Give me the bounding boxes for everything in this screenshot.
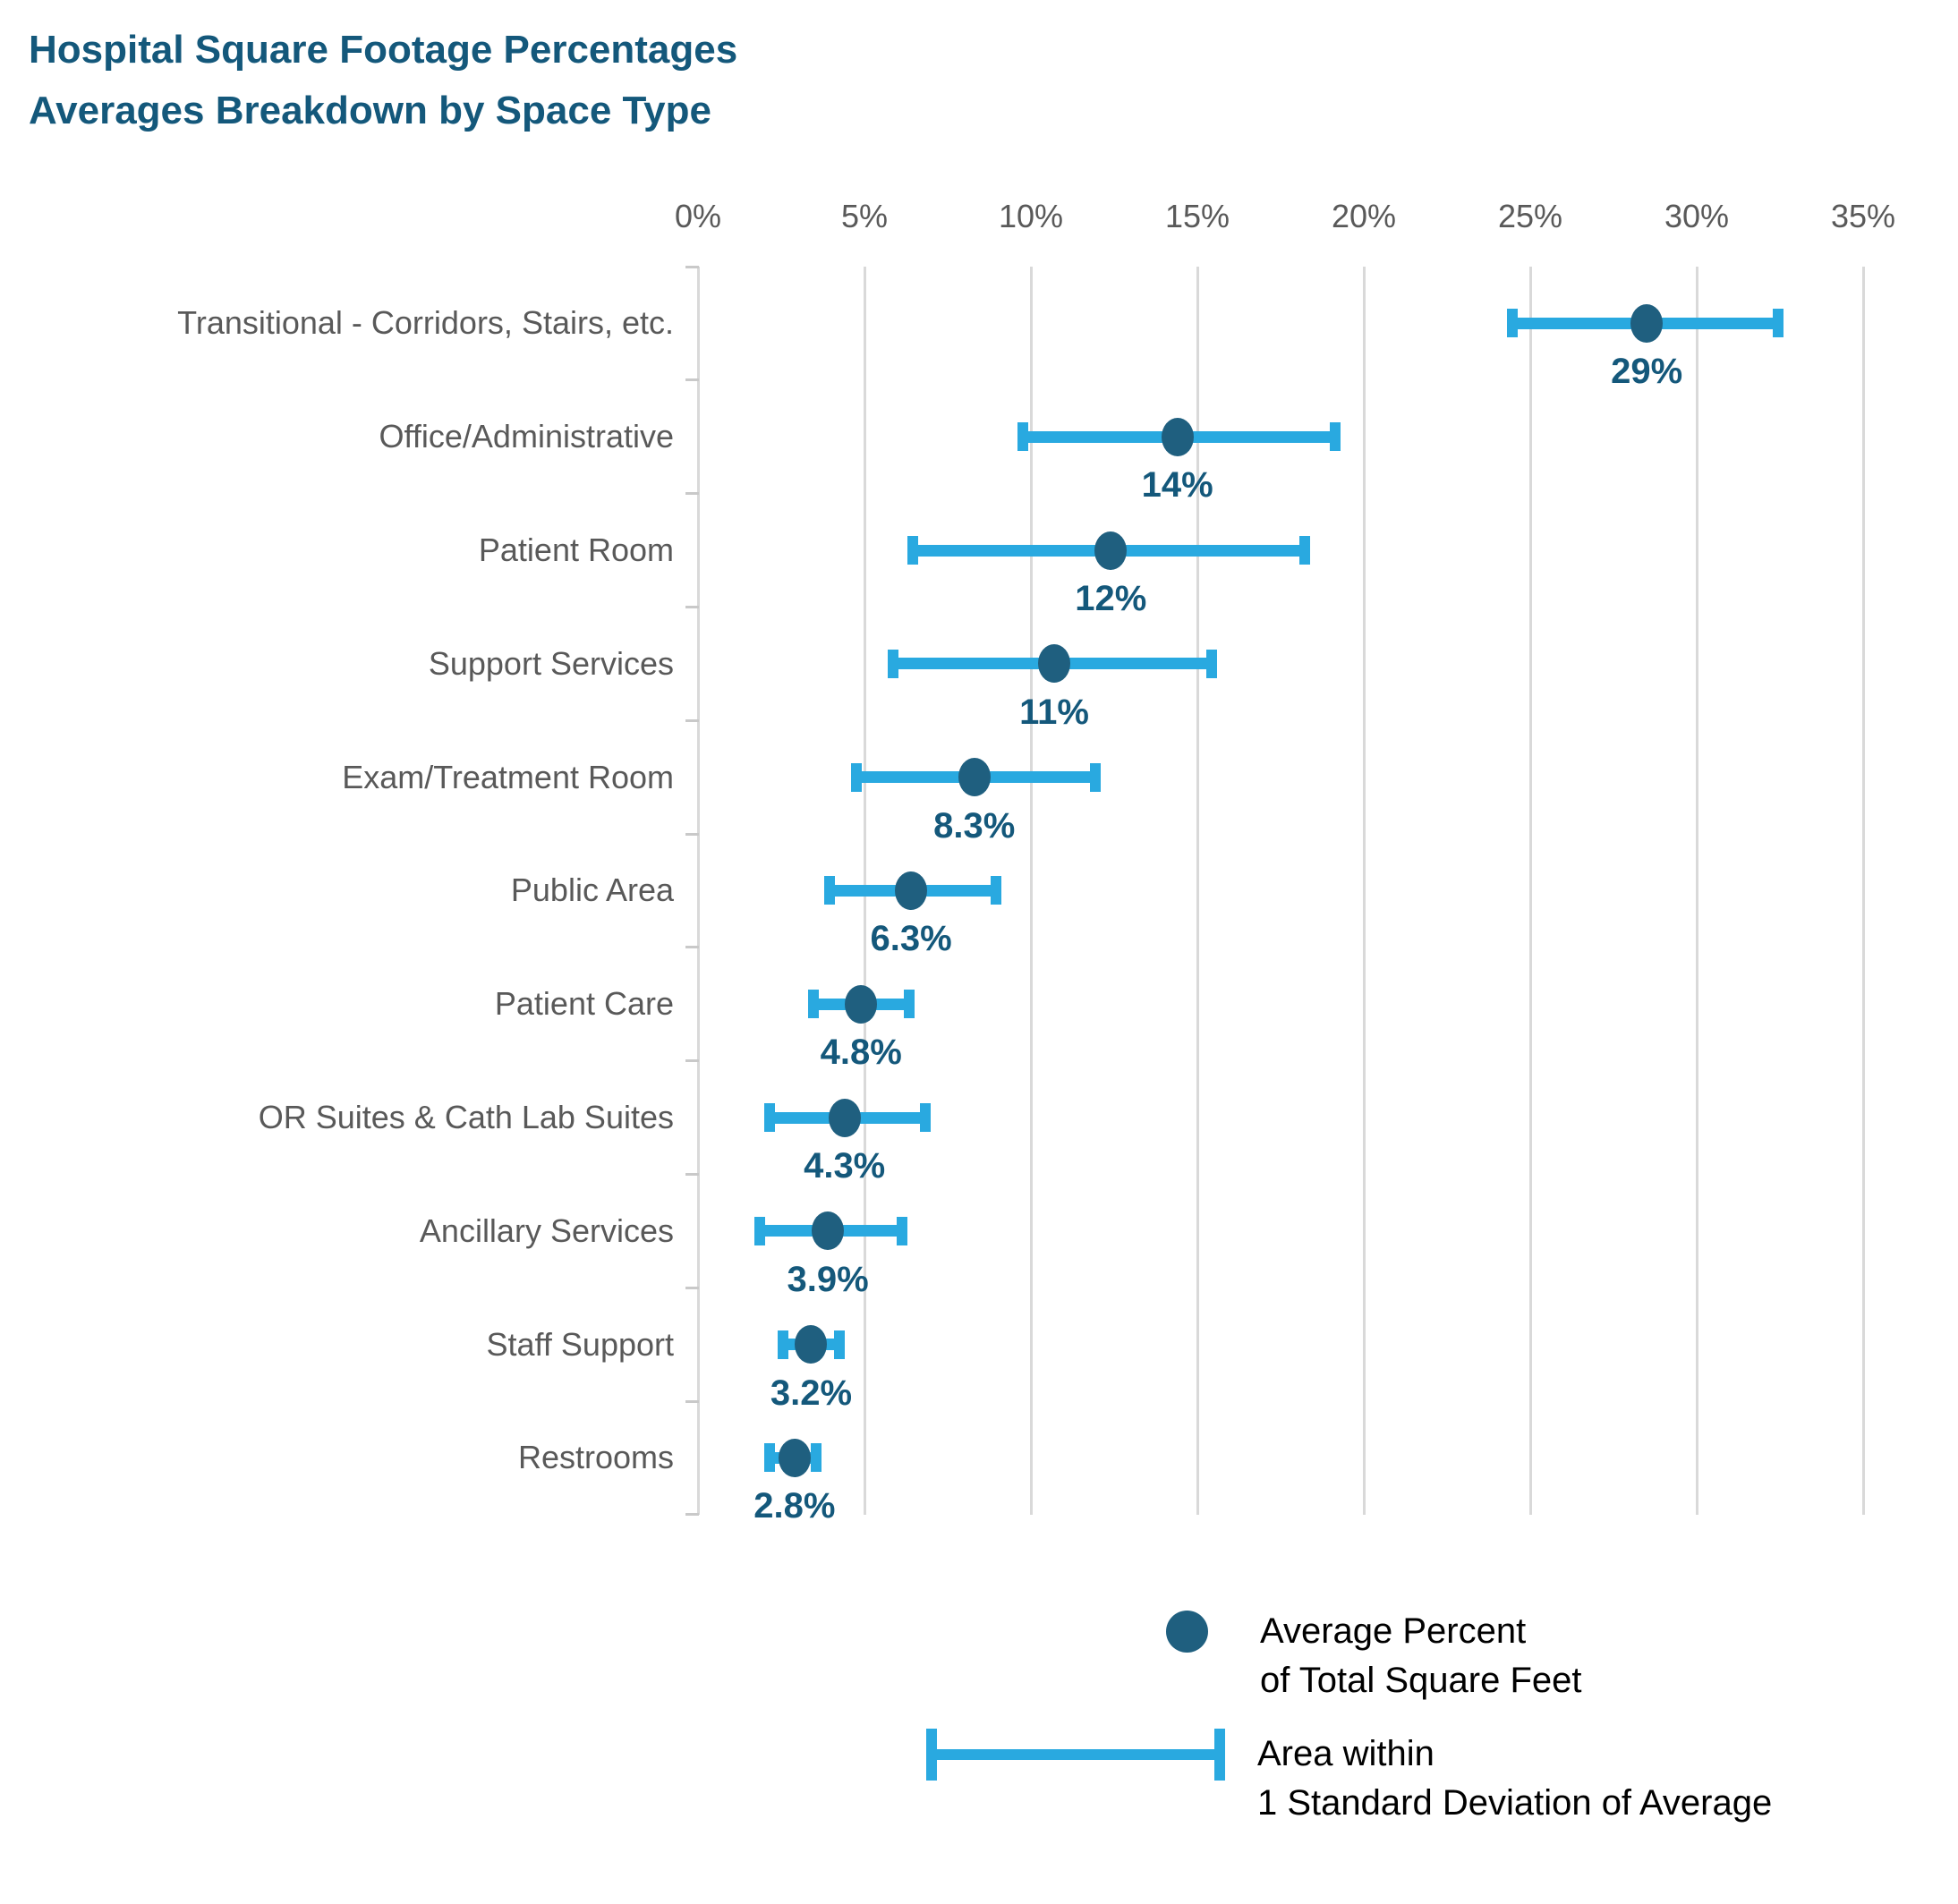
legend-stdev-label: Area within 1 Standard Deviation of Aver…	[1257, 1730, 1772, 1828]
error-bar-cap-right	[1772, 309, 1783, 338]
error-bar-cap-right	[1299, 536, 1311, 565]
error-bar-cap-left	[764, 1103, 776, 1132]
axis-boundary-tick	[685, 1513, 699, 1517]
chart-title-line2: Averages Breakdown by Space Type	[29, 89, 711, 132]
error-bar-cap-left	[824, 876, 836, 905]
error-bar-cap-left	[851, 762, 863, 792]
error-bar-cap-left	[754, 1216, 766, 1245]
gridline	[1196, 267, 1199, 1515]
legend-average-label-line2: of Total Square Feet	[1260, 1661, 1582, 1700]
average-dot	[845, 984, 878, 1024]
axis-boundary-tick	[685, 265, 699, 268]
value-label: 12%	[1075, 579, 1147, 618]
axis-tick-label: 0%	[674, 198, 722, 234]
category-label: Patient Room	[478, 531, 674, 568]
gridline	[1362, 267, 1366, 1515]
axis-tick-label: 5%	[840, 198, 889, 234]
category-label: Office/Administrative	[379, 418, 674, 455]
gridline	[1029, 267, 1033, 1515]
axis-tick-label: 10%	[998, 198, 1064, 234]
value-label: 8.3%	[933, 805, 1016, 846]
axis-boundary-tick	[685, 605, 699, 608]
category-label: Transitional - Corridors, Stairs, etc.	[177, 304, 674, 342]
error-bar-cap-right	[990, 876, 1001, 905]
value-label: 3.9%	[787, 1259, 869, 1299]
chart-title: Hospital Square Footage Percentages Aver…	[29, 20, 737, 141]
legend-error-bar-marker	[926, 1749, 1225, 1760]
error-bar-cap-right	[1206, 649, 1218, 678]
axis-boundary-tick	[685, 946, 699, 949]
error-bar-cap-left	[907, 536, 919, 565]
axis-tick-label: 15%	[1164, 198, 1230, 234]
value-label: 11%	[1019, 692, 1089, 732]
value-label: 6.3%	[870, 919, 952, 959]
legend-stdev-label-line2: 1 Standard Deviation of Average	[1257, 1783, 1773, 1823]
error-bar-cap-right	[1329, 422, 1341, 452]
error-bar-cap-left	[778, 1330, 789, 1359]
gridline	[1695, 267, 1698, 1515]
error-bar-cap-right	[920, 1103, 932, 1132]
legend-average-dot-marker	[1166, 1611, 1208, 1653]
category-label: Restrooms	[517, 1439, 674, 1476]
gridline	[1861, 267, 1865, 1515]
average-dot	[958, 758, 991, 797]
category-label: Patient Care	[494, 985, 674, 1023]
legend-stdev-label-line1: Area within	[1257, 1734, 1434, 1773]
value-label: 2.8%	[753, 1486, 836, 1526]
average-dot	[1161, 417, 1194, 456]
average-dot	[828, 1098, 861, 1137]
error-bar-cap-left	[807, 990, 819, 1019]
error-bar-cap-left	[1017, 422, 1029, 452]
axis-tick-label: 20%	[1331, 198, 1397, 234]
axis-boundary-tick	[685, 832, 699, 836]
error-bar-cap-right	[833, 1330, 845, 1359]
average-dot	[895, 871, 928, 910]
category-label: Exam/Treatment Room	[342, 758, 674, 795]
average-dot	[1630, 303, 1664, 343]
category-label: Ancillary Services	[419, 1211, 674, 1249]
axis-boundary-tick	[685, 1399, 699, 1403]
average-dot	[812, 1211, 845, 1251]
legend-error-bar-cap-right	[1214, 1729, 1225, 1781]
value-label: 3.2%	[770, 1373, 853, 1413]
axis-boundary-tick	[685, 1172, 699, 1176]
average-dot	[1094, 531, 1128, 570]
category-label: Support Services	[428, 644, 674, 682]
category-label: Public Area	[510, 871, 674, 909]
category-label: Staff Support	[486, 1325, 674, 1363]
axis-boundary-tick	[685, 378, 699, 382]
axis-tick-label: 30%	[1664, 198, 1730, 234]
legend-average-label: Average Percent of Total Square Feet	[1260, 1607, 1582, 1705]
axis-boundary-tick	[685, 1059, 699, 1063]
axis-boundary-tick	[685, 718, 699, 722]
axis-tick-label: 35%	[1830, 198, 1896, 234]
axis-boundary-tick	[685, 1286, 699, 1289]
value-label: 4.8%	[820, 1033, 902, 1073]
legend-average-label-line1: Average Percent	[1260, 1611, 1527, 1651]
error-bar-cap-left	[888, 649, 899, 678]
axis-tick-label: 25%	[1497, 198, 1563, 234]
chart-title-line1: Hospital Square Footage Percentages	[29, 28, 738, 72]
error-bar-cap-right	[1090, 762, 1102, 792]
axis-boundary-tick	[685, 492, 699, 496]
value-label: 29%	[1611, 352, 1683, 392]
error-bar-cap-right	[903, 990, 915, 1019]
legend-error-bar-cap-left	[926, 1729, 937, 1781]
average-dot	[795, 1325, 828, 1364]
error-bar-cap-left	[1506, 309, 1518, 338]
average-dot	[1038, 644, 1071, 684]
gridline	[1528, 267, 1532, 1515]
error-bar-cap-right	[810, 1443, 822, 1473]
error-bar-cap-left	[764, 1443, 776, 1473]
value-label: 4.3%	[804, 1146, 886, 1186]
error-bar-cap-right	[897, 1216, 908, 1245]
category-label: OR Suites & Cath Lab Suites	[258, 1099, 674, 1135]
value-label: 14%	[1141, 465, 1213, 506]
y-axis-line	[696, 267, 700, 1515]
average-dot	[778, 1438, 811, 1477]
